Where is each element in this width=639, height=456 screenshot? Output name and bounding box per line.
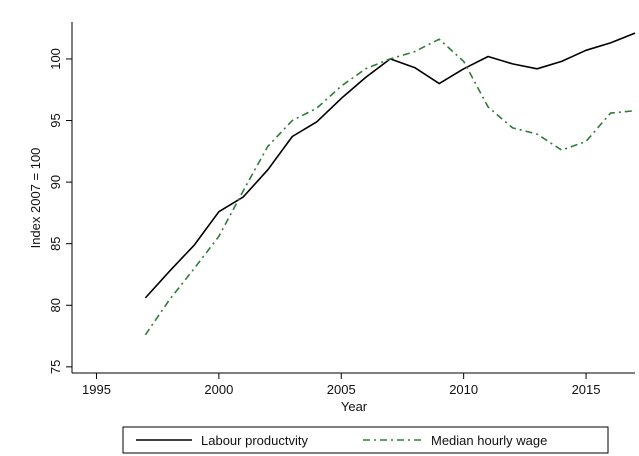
series-line-labour-productivity	[144, 32, 636, 299]
y-tick-label: 95	[48, 113, 63, 127]
y-tick-label: 85	[48, 236, 63, 250]
x-tick-label: 2010	[449, 382, 478, 397]
series-line-median-hourly-wage	[144, 38, 636, 336]
y-tick-label: 90	[48, 175, 63, 189]
x-tick-label: 2005	[327, 382, 356, 397]
y-ticks: 75 80 85 90 95 100	[48, 48, 72, 374]
legend: Labour productvity Median hourly wage	[122, 426, 609, 454]
y-tick-label: 75	[48, 360, 63, 374]
axes	[71, 22, 635, 374]
legend-label-median-hourly-wage: Median hourly wage	[431, 433, 547, 448]
x-axis-title: Year	[341, 399, 368, 414]
x-tick-label: 2000	[204, 382, 233, 397]
series-layer	[144, 32, 636, 336]
y-tick-label: 80	[48, 298, 63, 312]
x-tick-label: 1995	[82, 382, 111, 397]
x-ticks: 1995 2000 2005 2010 2015	[82, 373, 601, 397]
legend-label-labour-productivity: Labour productvity	[201, 433, 308, 448]
x-tick-label: 2015	[572, 382, 601, 397]
y-axis-title: Index 2007 = 100	[28, 148, 43, 249]
y-tick-label: 100	[48, 48, 63, 70]
